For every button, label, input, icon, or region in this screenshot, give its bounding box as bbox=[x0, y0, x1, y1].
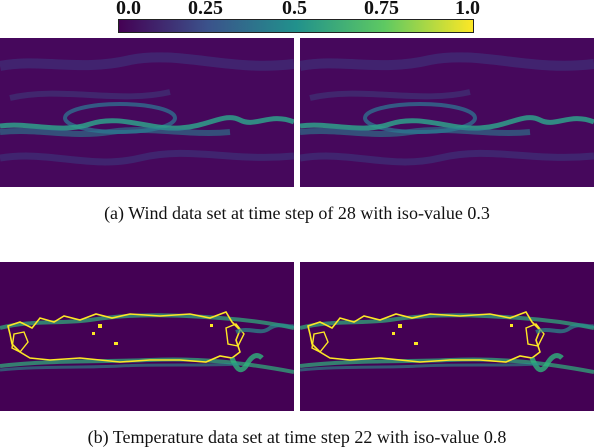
caption-a: (a) Wind data set at time step of 28 wit… bbox=[104, 203, 490, 223]
colorbar-tick-2: 0.5 bbox=[282, 0, 307, 19]
caption-b: (b) Temperature data set at time step 22… bbox=[87, 427, 507, 447]
temperature-panel-right bbox=[300, 262, 594, 411]
temperature-panel-left bbox=[0, 262, 294, 411]
colorbar bbox=[118, 19, 474, 33]
colorbar-tick-1: 0.25 bbox=[188, 0, 223, 19]
colorbar-tick-4: 1.0 bbox=[455, 0, 480, 19]
colorbar-tick-0: 0.0 bbox=[116, 0, 141, 19]
wind-panel-left bbox=[0, 38, 294, 187]
colorbar-tick-3: 0.75 bbox=[364, 0, 399, 19]
wind-panel-right bbox=[300, 38, 594, 187]
